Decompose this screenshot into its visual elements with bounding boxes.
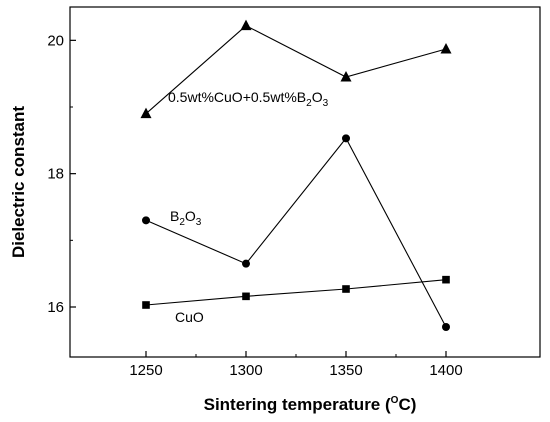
y-tick-label: 16 xyxy=(47,299,64,316)
y-tick-label: 20 xyxy=(47,32,64,49)
plot-frame xyxy=(69,6,541,358)
data-point-square xyxy=(442,275,450,284)
y-tick-label: 18 xyxy=(47,166,64,183)
data-point-square xyxy=(242,292,250,301)
series-line-triangle xyxy=(145,25,447,115)
series-label-cuo: CuO xyxy=(175,309,204,325)
x-tick-label: 1250 xyxy=(129,362,162,379)
x-tick-label: 1350 xyxy=(329,362,362,379)
data-point-triangle xyxy=(340,71,352,82)
series-label-b2o3: B2O3 xyxy=(170,208,202,228)
series-label-cuo-b2o3: 0.5wt%CuO+0.5wt%B2O3 xyxy=(168,89,329,109)
data-point-square xyxy=(342,285,350,293)
data-point-circle xyxy=(442,323,450,331)
series-line-circle xyxy=(145,137,447,328)
data-point-circle xyxy=(142,216,150,225)
y-axis-title: Dielectric constant xyxy=(9,106,28,258)
ticks-layer: 1250 1300 1350 1400 16 18 20 xyxy=(47,32,462,379)
data-point-triangle xyxy=(140,107,152,119)
data-point-circle xyxy=(242,259,250,268)
x-tick-label: 1400 xyxy=(429,362,462,379)
series-layer xyxy=(140,19,452,331)
x-tick-label: 1300 xyxy=(229,362,262,379)
data-point-triangle xyxy=(240,19,252,31)
series-line-square xyxy=(145,279,447,306)
data-point-square xyxy=(142,301,150,309)
x-axis-title: Sintering temperature (OC) xyxy=(204,395,417,414)
data-point-triangle xyxy=(440,43,452,54)
data-point-circle xyxy=(342,134,350,143)
